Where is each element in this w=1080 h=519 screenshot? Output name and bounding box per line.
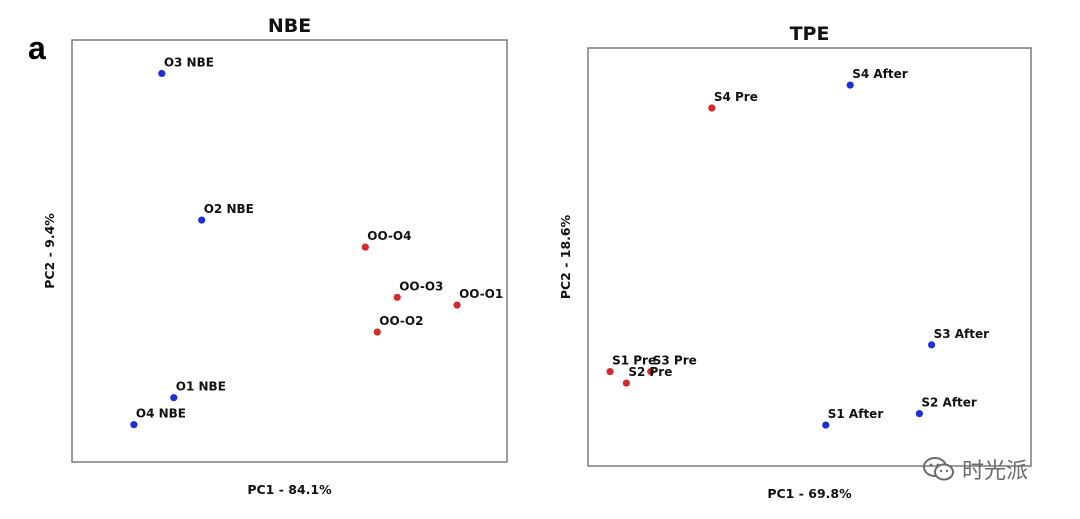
data-label-s2-after: S2 After bbox=[921, 396, 977, 410]
data-point-s2-after bbox=[915, 410, 923, 418]
data-label-s2-pre: S2 Pre bbox=[628, 365, 672, 379]
data-point-s1-after bbox=[822, 421, 830, 429]
data-label-o3-nbe: O3 NBE bbox=[164, 55, 214, 69]
watermark-text: 时光派 bbox=[962, 459, 1029, 484]
data-label-s1-pre: S1 Pre bbox=[612, 354, 656, 368]
data-point-s4-pre bbox=[708, 104, 716, 112]
data-point-o3-nbe bbox=[158, 69, 166, 78]
data-label-o4-nbe: O4 NBE bbox=[136, 407, 186, 421]
data-label-s4-after: S4 After bbox=[852, 67, 908, 81]
chart-title: TPE bbox=[790, 23, 830, 45]
wechat-icon bbox=[923, 457, 954, 481]
x-axis-label: PC1 - 84.1% bbox=[247, 482, 332, 497]
chart-tpe: TPE PC1 - 69.8% PC2 - 18.6% S4 After S4 Pre S… bbox=[558, 23, 1032, 501]
y-axis-label: PC2 - 18.6% bbox=[558, 214, 573, 299]
data-label-o1-nbe: O1 NBE bbox=[176, 380, 226, 394]
watermark: 时光派 bbox=[922, 453, 1028, 485]
plot-frame bbox=[71, 39, 508, 463]
data-point-s3-pre bbox=[647, 368, 655, 376]
data-point-s4-after bbox=[846, 81, 854, 89]
y-axis-label: PC2 - 9.4% bbox=[42, 213, 57, 289]
data-point-oo-o2 bbox=[373, 328, 381, 336]
chart-nbe: NBE PC1 - 84.1% PC2 - 9.4% O3 NBE O2 NBE O1 N… bbox=[42, 15, 508, 497]
x-axis-label: PC1 - 69.8% bbox=[767, 486, 852, 501]
data-point-s2-pre bbox=[622, 379, 630, 387]
data-label-oo-o4: OO-O4 bbox=[367, 229, 411, 243]
data-label-oo-o1: OO-O1 bbox=[459, 287, 503, 301]
data-label-s1-after: S1 After bbox=[828, 407, 884, 421]
chart-title: NBE bbox=[268, 15, 311, 37]
data-label-s3-after: S3 After bbox=[934, 327, 990, 341]
data-point-oo-o3 bbox=[393, 293, 401, 301]
data-point-oo-o4 bbox=[361, 243, 369, 251]
data-label-oo-o3: OO-O3 bbox=[399, 279, 443, 293]
panel-letter: a bbox=[28, 30, 46, 66]
data-point-o4-nbe bbox=[130, 421, 138, 429]
data-label-s3-pre: S3 Pre bbox=[653, 354, 697, 368]
data-label-o2-nbe: O2 NBE bbox=[204, 202, 254, 216]
data-point-s3-after bbox=[928, 341, 936, 349]
data-label-oo-o2: OO-O2 bbox=[379, 314, 423, 328]
data-label-s4-pre: S4 Pre bbox=[714, 90, 758, 104]
data-point-o1-nbe bbox=[170, 394, 178, 402]
data-point-o2-nbe bbox=[198, 216, 206, 224]
plot-frame bbox=[587, 47, 1032, 467]
data-point-oo-o1 bbox=[453, 301, 461, 309]
data-point-s1-pre bbox=[606, 368, 614, 376]
